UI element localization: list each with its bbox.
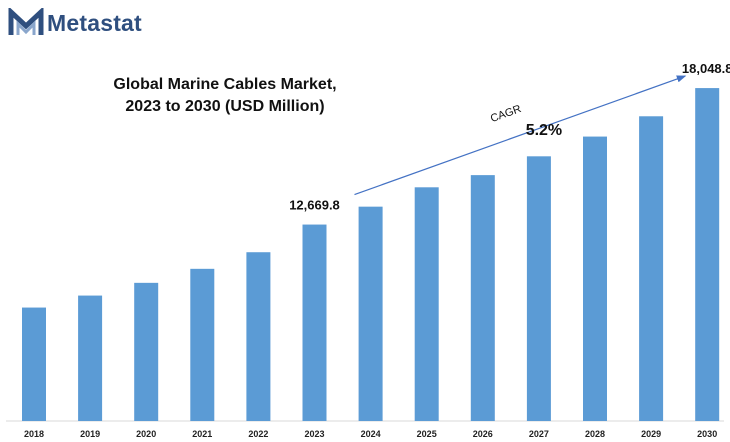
data-label-2030: 18,048.8 xyxy=(682,61,730,76)
metastat-logo-icon xyxy=(8,8,44,35)
x-tick-label-2030: 2030 xyxy=(697,429,717,439)
bar-2030 xyxy=(695,88,720,421)
x-tick-label-2024: 2024 xyxy=(361,429,381,439)
bar-2018 xyxy=(22,307,46,421)
chart-title-line1: Global Marine Cables Market, xyxy=(113,76,337,93)
x-tick-label-2028: 2028 xyxy=(585,429,605,439)
x-tick-label-2020: 2020 xyxy=(136,429,156,439)
chart-title-line2: 2023 to 2030 (USD Million) xyxy=(125,98,325,115)
x-tick-label-2029: 2029 xyxy=(641,429,661,439)
bar-2020 xyxy=(134,282,159,421)
x-tick-label-2022: 2022 xyxy=(248,429,268,439)
x-tick-label-2023: 2023 xyxy=(304,429,324,439)
cagr-label: CAGR xyxy=(489,103,523,125)
cagr-arrow xyxy=(354,75,687,196)
bar-2026 xyxy=(470,175,495,421)
bar-2019 xyxy=(78,295,103,421)
x-tick-label-2019: 2019 xyxy=(80,429,100,439)
x-tick-label-2027: 2027 xyxy=(529,429,549,439)
bar-2029 xyxy=(639,116,664,422)
x-tick-label-2026: 2026 xyxy=(473,429,493,439)
chart-title: Global Marine Cables Market, 2023 to 203… xyxy=(75,74,375,118)
data-label-2023: 12,669.8 xyxy=(289,198,340,213)
cagr-value: 5.2% xyxy=(526,122,562,139)
bar-2021 xyxy=(190,268,215,421)
bar-2027 xyxy=(526,156,551,421)
bar-2025 xyxy=(414,187,439,421)
bar-2023 xyxy=(302,224,327,421)
brand-logo: Metastat xyxy=(8,8,142,38)
x-tick-label-2025: 2025 xyxy=(417,429,437,439)
x-tick-label-2021: 2021 xyxy=(192,429,212,439)
bar-2022 xyxy=(246,252,271,421)
bar-2028 xyxy=(583,136,607,421)
brand-name: Metastat xyxy=(47,9,142,36)
bar-2024 xyxy=(358,206,383,421)
x-tick-label-2018: 2018 xyxy=(24,429,44,439)
